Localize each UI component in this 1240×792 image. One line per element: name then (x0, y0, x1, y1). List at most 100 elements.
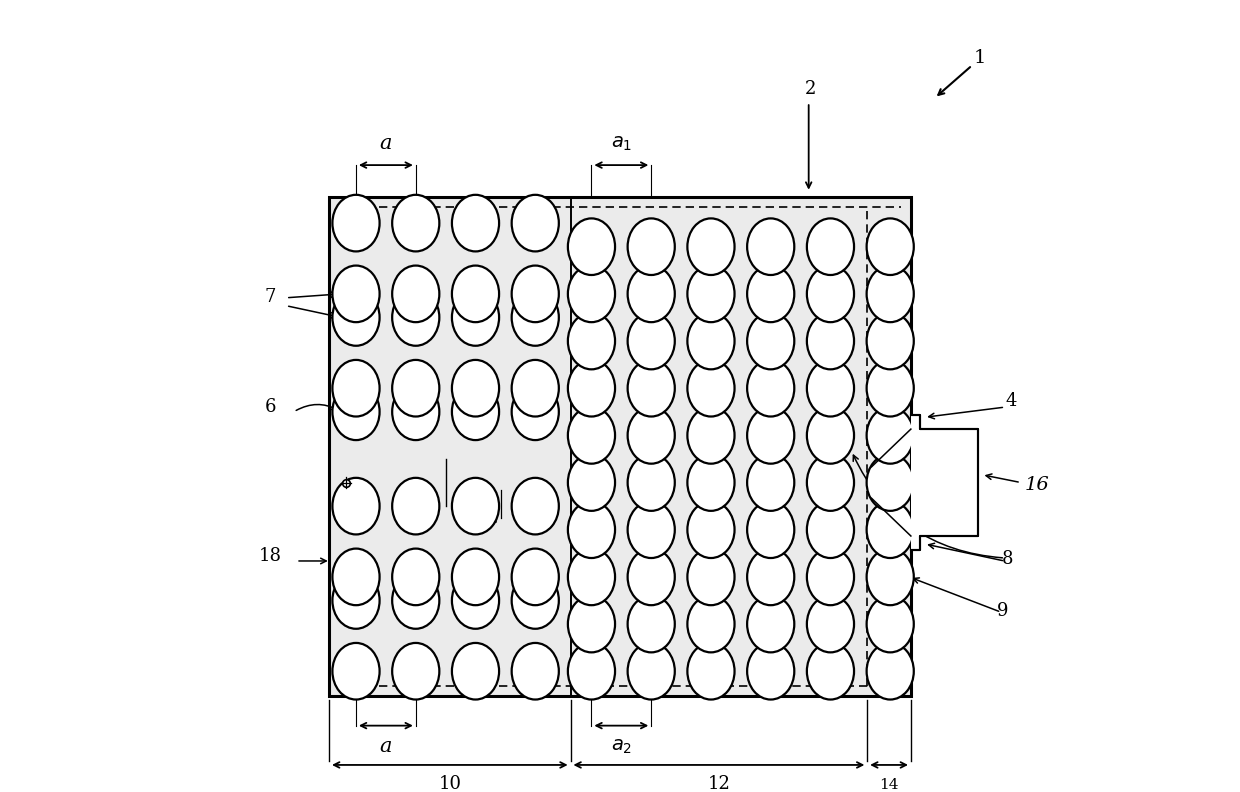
Ellipse shape (568, 313, 615, 369)
Ellipse shape (451, 360, 498, 417)
Ellipse shape (332, 289, 379, 346)
Ellipse shape (392, 549, 439, 605)
Text: 14: 14 (879, 778, 899, 791)
Text: 4: 4 (1006, 391, 1017, 409)
Ellipse shape (451, 289, 498, 346)
Ellipse shape (332, 383, 379, 440)
Ellipse shape (392, 643, 439, 699)
Text: 12: 12 (708, 775, 730, 792)
Ellipse shape (568, 643, 615, 699)
Ellipse shape (748, 265, 795, 322)
Ellipse shape (627, 501, 675, 558)
Text: a: a (379, 737, 392, 756)
Ellipse shape (392, 478, 439, 535)
Ellipse shape (568, 265, 615, 322)
Ellipse shape (392, 360, 439, 417)
Text: a: a (379, 135, 392, 154)
Ellipse shape (627, 313, 675, 369)
Ellipse shape (807, 549, 854, 605)
Ellipse shape (451, 383, 498, 440)
Ellipse shape (748, 643, 795, 699)
Ellipse shape (332, 572, 379, 629)
Ellipse shape (748, 501, 795, 558)
Ellipse shape (687, 219, 734, 275)
Ellipse shape (332, 195, 379, 251)
Ellipse shape (687, 596, 734, 653)
Ellipse shape (512, 360, 559, 417)
Ellipse shape (512, 572, 559, 629)
Ellipse shape (627, 643, 675, 699)
Ellipse shape (807, 407, 854, 463)
Ellipse shape (748, 455, 795, 511)
Ellipse shape (451, 643, 498, 699)
Ellipse shape (332, 478, 379, 535)
Ellipse shape (332, 265, 379, 322)
Ellipse shape (687, 265, 734, 322)
Ellipse shape (807, 265, 854, 322)
Text: $a_1$: $a_1$ (610, 135, 632, 153)
Ellipse shape (807, 643, 854, 699)
Ellipse shape (512, 478, 559, 535)
Ellipse shape (568, 501, 615, 558)
Ellipse shape (627, 265, 675, 322)
Text: 6: 6 (264, 398, 277, 416)
Ellipse shape (627, 549, 675, 605)
Ellipse shape (627, 596, 675, 653)
Ellipse shape (748, 549, 795, 605)
Ellipse shape (512, 383, 559, 440)
Ellipse shape (807, 501, 854, 558)
Ellipse shape (451, 549, 498, 605)
Ellipse shape (687, 501, 734, 558)
Ellipse shape (748, 407, 795, 463)
Ellipse shape (867, 643, 914, 699)
Ellipse shape (748, 596, 795, 653)
Ellipse shape (451, 478, 498, 535)
Ellipse shape (568, 596, 615, 653)
Ellipse shape (451, 572, 498, 629)
Ellipse shape (512, 265, 559, 322)
Ellipse shape (568, 549, 615, 605)
Text: $\delta$: $\delta$ (472, 497, 485, 515)
Ellipse shape (392, 383, 439, 440)
Ellipse shape (867, 313, 914, 369)
Ellipse shape (512, 195, 559, 251)
Text: 16: 16 (1025, 477, 1049, 494)
Polygon shape (911, 415, 977, 550)
Ellipse shape (392, 195, 439, 251)
Ellipse shape (867, 219, 914, 275)
Ellipse shape (867, 360, 914, 417)
Ellipse shape (568, 455, 615, 511)
Ellipse shape (687, 549, 734, 605)
Ellipse shape (867, 455, 914, 511)
Ellipse shape (512, 289, 559, 346)
Ellipse shape (687, 360, 734, 417)
Text: 2: 2 (805, 80, 816, 98)
Text: 8: 8 (1001, 550, 1013, 568)
Ellipse shape (687, 643, 734, 699)
Ellipse shape (392, 265, 439, 322)
Ellipse shape (332, 549, 379, 605)
Ellipse shape (627, 219, 675, 275)
Ellipse shape (687, 455, 734, 511)
Text: 7: 7 (264, 287, 275, 306)
Ellipse shape (807, 219, 854, 275)
Ellipse shape (451, 265, 498, 322)
Ellipse shape (687, 313, 734, 369)
Text: 18: 18 (259, 547, 281, 565)
Ellipse shape (867, 549, 914, 605)
Text: 10: 10 (438, 775, 461, 792)
Ellipse shape (512, 643, 559, 699)
Ellipse shape (867, 501, 914, 558)
Bar (329, 196, 911, 695)
Ellipse shape (627, 407, 675, 463)
Ellipse shape (332, 360, 379, 417)
Ellipse shape (627, 455, 675, 511)
Ellipse shape (451, 195, 498, 251)
Text: 1: 1 (973, 49, 986, 67)
Ellipse shape (807, 313, 854, 369)
Ellipse shape (568, 360, 615, 417)
Text: 9: 9 (997, 602, 1009, 620)
Ellipse shape (748, 360, 795, 417)
Ellipse shape (627, 360, 675, 417)
Ellipse shape (332, 643, 379, 699)
